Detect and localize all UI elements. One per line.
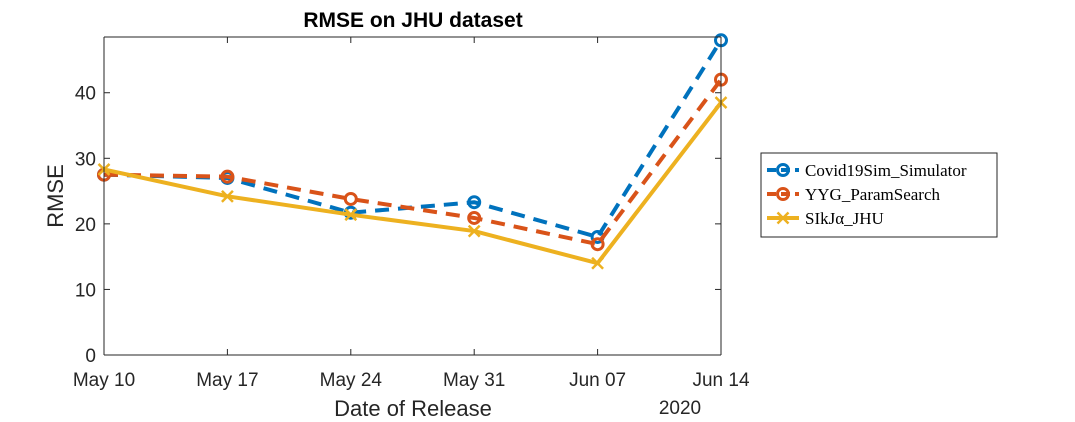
- y-axis-label: RMSE: [43, 164, 68, 228]
- x-tick-label: May 10: [73, 370, 135, 391]
- legend-box: [760, 152, 998, 238]
- series-line: [103, 101, 723, 266]
- legend: Covid19Sim_Simulator YYG_ParamSearch SIkJα…: [760, 152, 998, 238]
- series-line: [103, 78, 723, 247]
- x-axis-label: Date of Release: [334, 396, 492, 421]
- y-tick-label: 20: [75, 215, 96, 236]
- data-point: [467, 195, 482, 210]
- y-tick-label: 40: [75, 84, 96, 105]
- series-layer: [97, 33, 728, 270]
- x-tick-label: May 31: [443, 370, 505, 391]
- x-tick-label: Jun 14: [692, 370, 749, 391]
- data-point: [467, 224, 481, 238]
- chart-title: RMSE on JHU dataset: [303, 9, 522, 32]
- legend-item: YYG_ParamSearch: [767, 185, 941, 204]
- data-point: [590, 237, 605, 252]
- x-tick-label: May 24: [320, 370, 383, 391]
- y-tick-label: 10: [75, 280, 96, 301]
- data-point: [220, 169, 235, 184]
- y-tick-label: 0: [85, 346, 96, 367]
- axes-layer: [103, 36, 722, 356]
- legend-label: Covid19Sim_Simulator: [805, 161, 967, 180]
- legend-label: SIkJα_JHU: [805, 209, 884, 228]
- legend-item: Covid19Sim_Simulator: [767, 161, 967, 180]
- legend-marker: [776, 163, 790, 177]
- data-point: [221, 189, 234, 203]
- legend-label: YYG_ParamSearch: [805, 185, 941, 204]
- plot-area: [104, 37, 721, 355]
- legend-marker: [776, 187, 790, 201]
- ticks-layer: 0 10 20 30 40 May 10 May 17 May 24 May 31 Jun 07 J…: [73, 37, 750, 391]
- x-tick-label: Jun 07: [569, 370, 626, 391]
- y-tick-label: 30: [75, 149, 96, 170]
- x-axis-year-label: 2020: [659, 398, 701, 419]
- legend-item: SIkJα_JHU: [767, 209, 884, 228]
- data-point: [591, 256, 604, 270]
- x-tick-label: May 17: [196, 370, 258, 391]
- legend-marker: [776, 211, 790, 225]
- data-point: [343, 191, 358, 206]
- data-point: [467, 210, 482, 225]
- data-point: [344, 208, 358, 222]
